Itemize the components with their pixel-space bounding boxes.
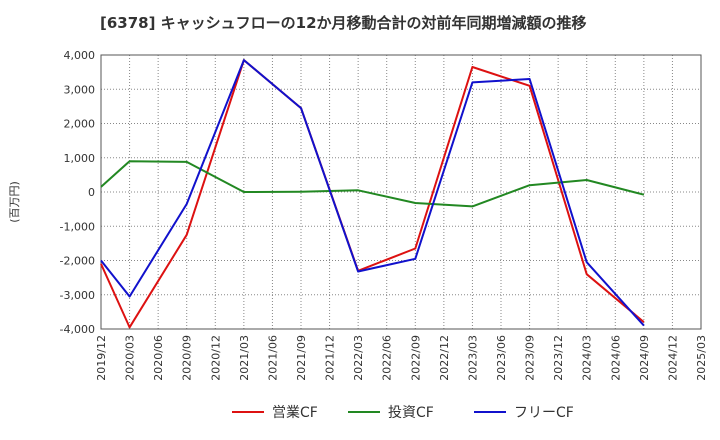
x-tick-label: 2021/09 — [295, 335, 308, 381]
legend-label: 営業CF — [272, 405, 318, 421]
y-tick-label: 2,000 — [64, 118, 96, 131]
x-tick-label: 2024/09 — [638, 335, 651, 381]
x-tick-label: 2022/06 — [381, 335, 394, 381]
x-tick-label: 2023/06 — [495, 335, 508, 381]
legend-label: 投資CF — [388, 405, 434, 421]
plot-area — [100, 54, 702, 330]
chart-title: [6378] キャッシュフローの12か月移動合計の対前年同期増減額の推移 — [100, 14, 587, 32]
x-tick-label: 2025/03 — [695, 335, 708, 381]
y-tick-label: 3,000 — [64, 83, 96, 96]
y-tick-label: 1,000 — [64, 152, 96, 165]
x-tick-label: 2020/03 — [124, 335, 137, 381]
x-tick-label: 2019/12 — [95, 335, 108, 381]
x-tick-label: 2022/09 — [409, 335, 422, 381]
x-tick-label: 2024/03 — [581, 335, 594, 381]
y-tick-label: -4,000 — [60, 323, 95, 336]
y-tick-label: -3,000 — [60, 289, 95, 302]
y-tick-label: -1,000 — [60, 220, 95, 233]
y-tick-label: 0 — [88, 186, 95, 199]
x-tick-label: 2022/12 — [438, 335, 451, 381]
y-tick-label: 4,000 — [64, 49, 96, 62]
x-tick-label: 2020/12 — [209, 335, 222, 381]
x-tick-label: 2023/09 — [524, 335, 537, 381]
legend: 営業CF 投資CF フリーCF — [232, 405, 574, 421]
y-tick-label: -2,000 — [60, 255, 95, 268]
series-lines — [100, 59, 645, 329]
x-tick-label: 2024/12 — [666, 335, 679, 381]
x-tick-label: 2020/06 — [152, 335, 165, 381]
y-axis-ticks: 4,000 3,000 2,000 1,000 0 -1,000 -2,000 -3,000 -… — [60, 49, 95, 336]
legend-label: フリーCF — [514, 405, 574, 421]
x-tick-label: 2022/03 — [352, 335, 365, 381]
x-tick-label: 2021/12 — [324, 335, 337, 381]
y-axis-label: (百万円) — [8, 181, 21, 223]
x-tick-label: 2021/06 — [266, 335, 279, 381]
x-tick-label: 2023/03 — [466, 335, 479, 381]
x-tick-label: 2023/12 — [552, 335, 565, 381]
x-tick-label: 2020/09 — [181, 335, 194, 381]
x-axis-ticks: 2019/12 2020/03 2020/06 2020/09 2020/12 2021/… — [95, 335, 708, 381]
x-tick-label: 2021/03 — [238, 335, 251, 381]
x-tick-label: 2024/06 — [609, 335, 622, 381]
